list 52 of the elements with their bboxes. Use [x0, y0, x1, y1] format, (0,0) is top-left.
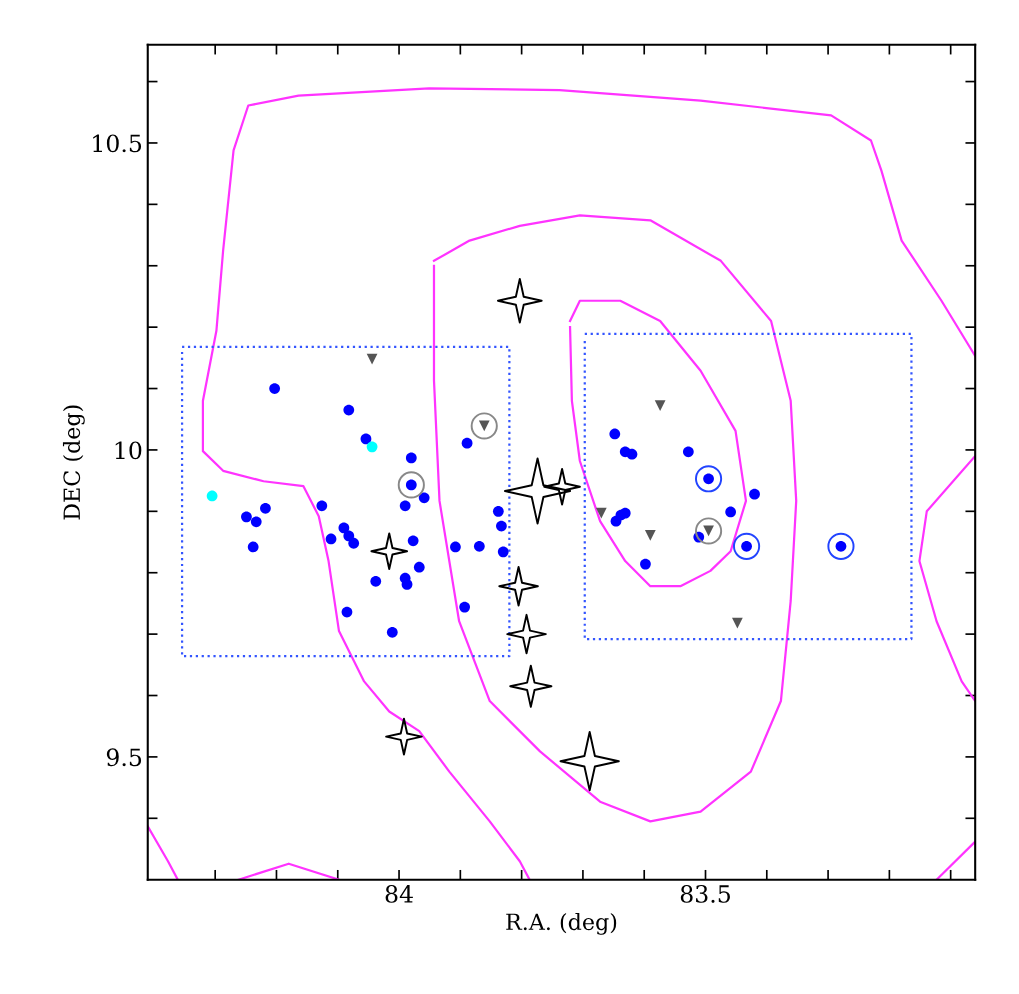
point — [260, 502, 271, 514]
y-tick-label: 10.5 — [93, 134, 142, 153]
point — [269, 383, 281, 394]
point — [450, 541, 461, 553]
point — [749, 488, 760, 500]
point — [496, 520, 507, 532]
point — [407, 535, 419, 547]
point — [405, 452, 417, 464]
point — [609, 428, 621, 440]
line-series — [201, 87, 976, 880]
point — [338, 522, 350, 534]
point — [725, 506, 737, 518]
point — [644, 529, 656, 541]
point — [682, 446, 694, 458]
point — [366, 441, 378, 453]
point — [399, 500, 411, 512]
point — [418, 492, 430, 504]
point — [731, 617, 743, 629]
point — [241, 511, 252, 523]
point — [250, 516, 262, 528]
line-series — [432, 214, 798, 823]
point — [348, 537, 360, 549]
y-tick-label: 9.5 — [106, 748, 142, 767]
point — [640, 558, 651, 570]
point — [206, 490, 218, 502]
point — [654, 400, 666, 412]
point — [386, 626, 398, 638]
x-tick-label: 84 — [385, 884, 413, 903]
point — [370, 575, 382, 587]
x-tick-label: 83.5 — [680, 884, 730, 903]
x-axis-title: R.A. (deg) — [506, 912, 617, 935]
point — [325, 533, 337, 545]
point — [366, 353, 378, 365]
point — [461, 437, 473, 449]
point — [341, 606, 353, 618]
point — [343, 404, 355, 416]
point — [360, 433, 372, 445]
point — [497, 546, 509, 558]
point — [247, 541, 259, 553]
point — [473, 540, 485, 552]
point — [316, 500, 328, 512]
point — [459, 601, 471, 613]
point — [492, 505, 504, 517]
y-axis-title: DEC (deg) — [62, 405, 85, 520]
point — [595, 507, 607, 519]
line-series — [568, 299, 748, 588]
point — [626, 448, 638, 460]
point — [619, 507, 631, 519]
point — [401, 579, 413, 590]
point — [413, 561, 425, 573]
line-series — [918, 454, 976, 703]
y-tick-label: 10 — [115, 441, 142, 460]
